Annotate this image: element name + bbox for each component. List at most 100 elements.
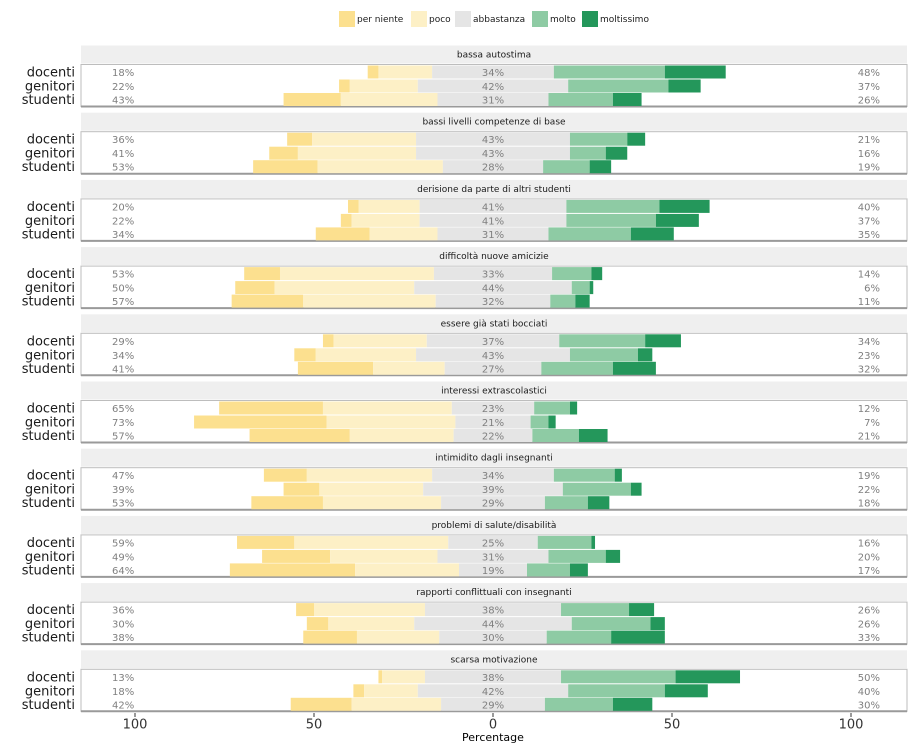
group-label: docenti <box>27 66 75 81</box>
bar-segment-molto <box>568 79 669 93</box>
bar-segment-moltissimo <box>589 281 594 295</box>
bar-segment-moltissimo <box>627 132 646 146</box>
high-percent-label: 33% <box>858 633 880 644</box>
bar-segment-molto <box>552 267 592 281</box>
bar-segment-moltissimo <box>630 227 674 241</box>
group-label: genitori <box>25 348 75 363</box>
group-label: genitori <box>25 80 75 95</box>
bar-segment-per-niente <box>378 670 383 684</box>
bar-segment-poco <box>351 213 420 227</box>
facet-panel: essere già stati bocciati docenti 29% 37% 34… <box>22 314 908 377</box>
high-percent-label: 22% <box>858 485 880 496</box>
bar-segment-moltissimo <box>645 334 681 348</box>
bar-segment-moltissimo <box>587 496 610 510</box>
bar-segment-per-niente <box>315 227 370 241</box>
group-label: genitori <box>25 684 75 699</box>
group-label: studenti <box>22 295 75 310</box>
x-tick-label: 100 <box>123 718 148 733</box>
bar-segment-molto <box>553 65 665 79</box>
legend-item: moltissimo <box>582 11 649 27</box>
high-percent-label: 30% <box>858 700 880 711</box>
bar-segment-per-niente <box>269 146 298 160</box>
bar-segment-abbastanza <box>441 697 545 711</box>
high-percent-label: 48% <box>858 68 880 79</box>
bar-segment-moltissimo <box>612 361 656 375</box>
bar-segment-moltissimo <box>629 603 655 617</box>
bar-segment-abbastanza <box>419 213 567 227</box>
bar-segment-abbastanza <box>444 361 542 375</box>
bar-segment-molto <box>571 617 651 631</box>
neutral-percent-label: 41% <box>482 216 504 227</box>
facet-panel: intimidito dagli insegnanti docenti 47% 34%… <box>22 448 908 511</box>
group-label: studenti <box>22 563 75 578</box>
bar-segment-abbastanza <box>455 415 531 429</box>
bar-segment-molto <box>541 361 613 375</box>
facet-panel: derisione da parte di altri studenti doce… <box>22 179 908 242</box>
x-axis-title: Percentage <box>462 731 524 744</box>
neutral-percent-label: 27% <box>482 364 504 375</box>
neutral-percent-label: 37% <box>482 337 504 348</box>
high-percent-label: 50% <box>858 673 880 684</box>
facet-title: essere già stati bocciati <box>441 319 548 329</box>
bar-segment-molto <box>548 227 631 241</box>
facet-panel: difficoltà nuove amicizie docenti 53% 33% 14… <box>22 247 908 310</box>
facet-strip <box>81 112 907 131</box>
bar-segment-abbastanza <box>435 294 551 308</box>
facet-strip <box>81 515 907 534</box>
neutral-percent-label: 25% <box>482 538 504 549</box>
facet-strip <box>81 583 907 602</box>
group-label: studenti <box>22 429 75 444</box>
bar-segment-per-niente <box>290 697 352 711</box>
bar-segment-poco <box>358 199 420 213</box>
bar-segment-poco <box>315 348 417 362</box>
high-percent-label: 40% <box>858 202 880 213</box>
neutral-percent-label: 32% <box>482 297 504 308</box>
group-label: docenti <box>27 133 75 148</box>
facet-panel: problemi di salute/disabilità docenti 59% 2… <box>22 515 908 578</box>
bar-segment-per-niente <box>283 93 341 106</box>
group-label: genitori <box>25 550 75 565</box>
bar-segment-moltissimo <box>591 535 596 549</box>
bar-segment-moltissimo <box>675 670 741 684</box>
bar-segment-moltissimo <box>614 468 622 482</box>
bar-segment-poco <box>340 93 438 106</box>
bar-segment-moltissimo <box>569 401 578 415</box>
high-percent-label: 17% <box>858 566 880 577</box>
facet-panel: bassi livelli competenze di base docenti 3… <box>22 112 908 175</box>
bar-segment-per-niente <box>244 267 280 281</box>
legend-item: per niente <box>339 11 404 27</box>
high-percent-label: 35% <box>858 230 880 241</box>
neutral-percent-label: 34% <box>482 471 504 482</box>
legend-swatch <box>532 11 548 27</box>
facet-strip <box>81 314 907 333</box>
x-tick-label: 100 <box>839 718 864 733</box>
legend-swatch <box>582 11 598 27</box>
facet-title: intimidito dagli insegnanti <box>435 454 553 464</box>
facet-strip <box>81 247 907 266</box>
bar-segment-poco <box>319 482 424 496</box>
legend-label: poco <box>429 15 451 25</box>
bar-segment-per-niente <box>231 294 304 308</box>
bar-segment-per-niente <box>303 630 357 644</box>
bar-segment-molto <box>548 549 606 563</box>
bar-segment-abbastanza <box>453 429 533 442</box>
bar-segment-poco <box>373 361 445 375</box>
facet-title: bassa autostima <box>457 51 531 61</box>
group-label: studenti <box>22 362 75 377</box>
bar-segment-poco <box>322 496 442 510</box>
high-percent-label: 11% <box>858 297 880 308</box>
bar-segment-per-niente <box>235 281 275 295</box>
legend: per niente poco abbastanza molto moltissimo <box>339 11 649 27</box>
low-percent-label: 64% <box>112 566 134 577</box>
group-label: genitori <box>25 147 75 162</box>
bar-segment-abbastanza <box>424 670 562 684</box>
bar-segment-abbastanza <box>414 281 572 295</box>
bar-segment-molto <box>566 213 656 227</box>
group-label: docenti <box>27 200 75 215</box>
bar-segment-molto <box>568 684 665 698</box>
high-percent-label: 12% <box>858 404 880 415</box>
low-percent-label: 53% <box>112 499 134 510</box>
facet-panel: scarsa motivazione docenti 13% 38% 50% genito… <box>22 650 908 713</box>
bar-segment-per-niente <box>348 199 359 213</box>
group-label: genitori <box>25 416 75 431</box>
